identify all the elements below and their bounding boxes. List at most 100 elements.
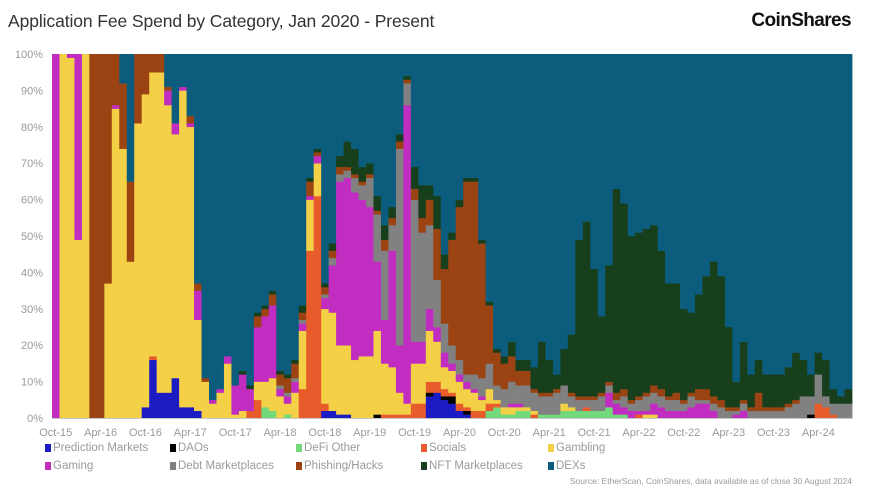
bar-segment-prediction-markets [164, 392, 173, 419]
bar-segment-phishing-hacks [433, 228, 442, 280]
x-tick-label: Apr-24 [802, 427, 835, 439]
bar-segment-nft-marketplaces [665, 283, 673, 397]
bar-segment-dexs [410, 54, 419, 168]
bar-segment-phishing-hacks [89, 54, 98, 419]
bar-segment-gaming [448, 363, 457, 371]
bar-segment-prediction-markets [425, 396, 434, 419]
bar-month-98 [784, 54, 793, 419]
bar-segment-dexs [366, 54, 374, 164]
x-tick-label: Oct-15 [39, 427, 72, 439]
bar-segment-phishing-hacks [261, 308, 270, 317]
bar-segment-debt-marketplaces [560, 385, 569, 404]
bar-segment-nft-marketplaces [844, 388, 853, 404]
bar-segment-gambling [119, 148, 128, 419]
bar-segment-debt-marketplaces [403, 83, 412, 106]
bar-segment-dexs [777, 54, 786, 375]
bar-segment-gaming [253, 327, 262, 382]
bar-segment-nft-marketplaces [560, 348, 569, 386]
bar-segment-debt-marketplaces [545, 396, 554, 415]
y-tick-label: 50% [21, 231, 43, 243]
bar-segment-dexs [672, 54, 681, 284]
y-tick-label: 20% [21, 340, 43, 352]
bar-segment-prediction-markets [336, 414, 344, 419]
bar-segment-gambling [194, 319, 202, 412]
bar-segment-debt-marketplaces [433, 279, 442, 328]
bar-month-0 [52, 54, 60, 419]
bar-segment-phishing-hacks [575, 396, 584, 401]
bar-segment-gaming [657, 407, 666, 419]
bar-segment-nft-marketplaces [410, 166, 419, 189]
bar-month-11 [134, 54, 143, 419]
bar-month-7 [104, 54, 113, 419]
bar-segment-socials [306, 250, 315, 419]
bar-segment-nft-marketplaces [261, 305, 270, 310]
bar-segment-phishing-hacks [268, 294, 277, 306]
bar-segment-socials [149, 356, 158, 361]
bar-segment-nft-marketplaces [238, 370, 247, 375]
bar-segment-dexs [223, 54, 232, 357]
bar-segment-phishing-hacks [732, 407, 741, 412]
bar-segment-socials [440, 388, 449, 397]
bar-segment-gaming [328, 265, 337, 313]
bar-segment-debt-marketplaces [822, 396, 830, 408]
bar-month-16 [171, 54, 180, 419]
bar-segment-nft-marketplaces [530, 367, 539, 390]
bar-segment-dexs [769, 54, 778, 375]
bar-segment-debt-marketplaces [732, 410, 741, 415]
bar-segment-nft-marketplaces [425, 185, 434, 200]
bar-month-8 [111, 54, 120, 419]
bar-segment-debt-marketplaces [493, 385, 501, 401]
bar-segment-prediction-markets [328, 410, 337, 419]
y-tick-label: 40% [21, 267, 43, 279]
bar-segment-dexs [246, 54, 255, 386]
bar-segment-socials [433, 381, 442, 393]
bar-segment-debt-marketplaces [567, 396, 576, 408]
bar-segment-nft-marketplaces [680, 308, 688, 401]
bar-month-40 [351, 54, 359, 419]
bar-segment-gambling [238, 410, 247, 419]
bar-segment-dexs [500, 54, 509, 357]
bar-segment-dexs [642, 54, 651, 230]
bar-month-61 [508, 54, 516, 419]
bar-segment-phishing-hacks [418, 217, 427, 233]
bar-segment-debt-marketplaces [807, 396, 816, 415]
bar-segment-phishing-hacks [380, 239, 389, 251]
bar-segment-nft-marketplaces [724, 327, 733, 408]
bar-month-76 [620, 54, 629, 419]
bar-segment-gaming [672, 410, 681, 419]
legend: Prediction Markets DAOs DeFi Other Socials G… [0, 440, 875, 480]
bar-segment-phishing-hacks [104, 54, 113, 284]
bar-segment-gambling [291, 392, 300, 419]
bar-segment-gambling [164, 104, 173, 393]
bar-segment-gaming [612, 403, 621, 415]
bar-segment-defi-other [560, 410, 569, 419]
bar-segment-phishing-hacks [194, 283, 202, 291]
bar-segment-phishing-hacks [687, 392, 696, 397]
bar-segment-dexs [216, 54, 225, 390]
bar-segment-gaming [179, 86, 187, 91]
bar-segment-nft-marketplaces [455, 199, 464, 208]
bar-segment-gambling [134, 123, 143, 419]
bar-month-65 [537, 54, 546, 419]
bar-segment-phishing-hacks [410, 188, 419, 200]
bar-segment-debt-marketplaces [784, 407, 793, 419]
bar-segment-debt-marketplaces [298, 319, 307, 324]
bar-segment-gambling [126, 261, 135, 419]
bar-segment-daos [373, 414, 382, 419]
bar-segment-socials [448, 392, 457, 397]
bar-segment-gambling [448, 370, 457, 393]
bar-segment-phishing-hacks [395, 141, 404, 149]
bar-segment-socials [822, 407, 830, 419]
bar-segment-debt-marketplaces [657, 396, 666, 408]
bar-segment-debt-marketplaces [440, 323, 449, 353]
bar-month-96 [769, 54, 778, 419]
bar-segment-nft-marketplaces [627, 236, 636, 401]
legend-label: Socials [429, 442, 467, 454]
bar-month-45 [388, 54, 397, 419]
bar-segment-debt-marketplaces [814, 374, 823, 404]
bar-month-105 [837, 54, 845, 419]
bar-segment-gambling [313, 163, 322, 197]
bar-month-30 [276, 54, 285, 419]
bar-month-47 [403, 54, 412, 419]
bar-month-5 [89, 54, 98, 419]
